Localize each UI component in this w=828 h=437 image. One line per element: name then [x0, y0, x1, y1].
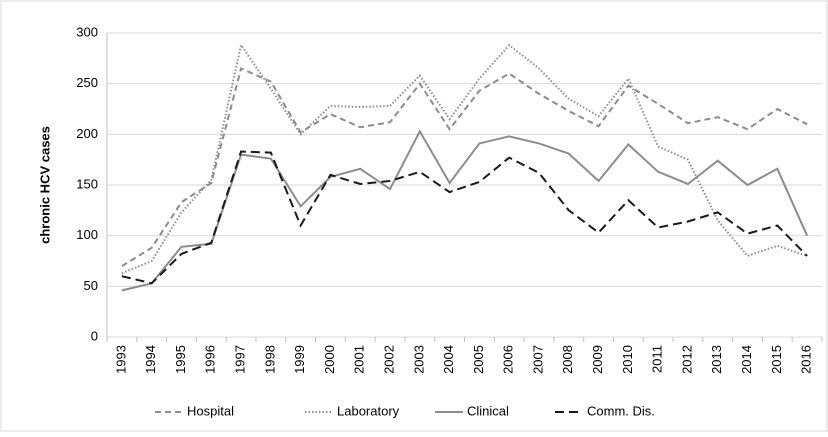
- x-tick-label: 2014: [739, 345, 754, 374]
- x-tick-label: 2004: [441, 345, 456, 374]
- x-tick-label: 2015: [769, 345, 784, 374]
- x-tick-label: 2007: [530, 345, 545, 374]
- x-tick-label: 2003: [411, 345, 426, 374]
- y-tick-label: 250: [76, 75, 98, 90]
- legend-label: Hospital: [187, 403, 234, 418]
- x-tick-label: 1995: [173, 345, 188, 374]
- y-tick-label: 0: [91, 328, 98, 343]
- x-tick-label: 2016: [799, 345, 814, 374]
- x-tick-label: 1999: [292, 345, 307, 374]
- x-tick-label: 2005: [471, 345, 486, 374]
- x-tick-label: 1998: [262, 345, 277, 374]
- x-tick-label: 2006: [501, 345, 516, 374]
- legend-label: Comm. Dis.: [587, 403, 655, 418]
- x-tick-label: 2002: [381, 345, 396, 374]
- x-tick-label: 1997: [233, 345, 248, 374]
- y-axis-label: chronic HCV cases: [37, 126, 52, 244]
- x-tick-label: 1996: [203, 345, 218, 374]
- x-tick-label: 2012: [679, 345, 694, 374]
- series-line: [121, 67, 808, 267]
- x-tick-label: 2013: [709, 345, 724, 374]
- legend-label: Clinical: [467, 403, 509, 418]
- y-tick-label: 150: [76, 176, 98, 191]
- legend-label: Laboratory: [337, 403, 400, 418]
- series-line: [121, 129, 809, 292]
- x-tick-label: 2011: [650, 345, 665, 373]
- y-tick-label: 50: [84, 278, 98, 293]
- x-tick-label: 2008: [560, 345, 575, 374]
- x-tick-label: 1993: [113, 345, 128, 374]
- x-tick-label: 2010: [620, 345, 635, 374]
- y-tick-label: 300: [76, 24, 98, 39]
- x-tick-label: 2000: [322, 345, 337, 374]
- x-tick-label: 1994: [143, 345, 158, 374]
- y-tick-label: 200: [76, 126, 98, 141]
- x-tick-label: 2009: [590, 345, 605, 374]
- y-tick-label: 100: [76, 227, 98, 242]
- series-line: [121, 150, 808, 285]
- series-line: [121, 42, 808, 275]
- x-tick-label: 2001: [352, 345, 367, 374]
